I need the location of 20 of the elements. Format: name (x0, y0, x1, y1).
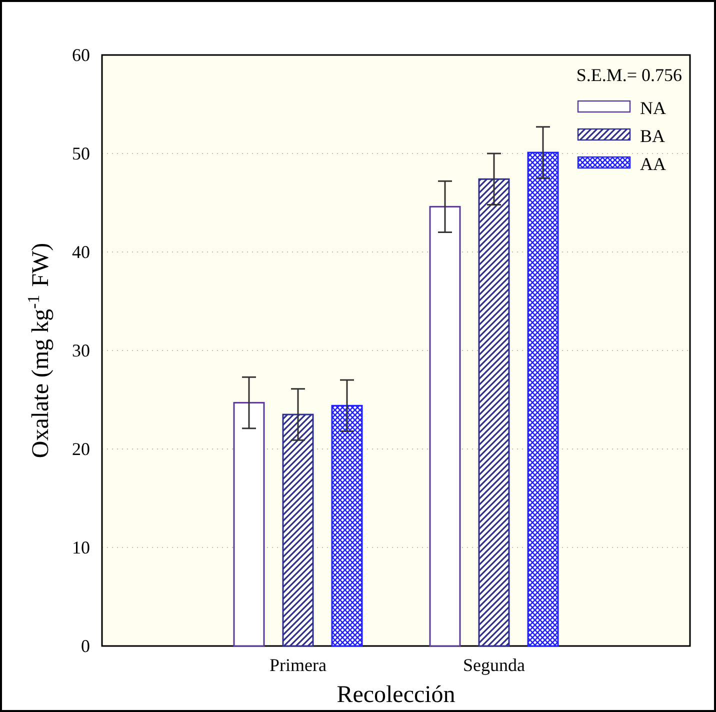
y-tick-label: 20 (72, 438, 90, 459)
y-tick-label: 40 (72, 242, 90, 262)
bar (282, 414, 314, 647)
bar (331, 404, 363, 647)
bar (429, 206, 461, 647)
x-tick-label: Primera (270, 654, 326, 675)
y-tick-label: 50 (72, 143, 90, 164)
bar (233, 402, 265, 647)
y-tick-label: 60 (72, 44, 90, 65)
bar (527, 152, 559, 647)
annotation: S.E.M.= 0.756 (576, 65, 682, 85)
legend-label: BA (640, 126, 666, 146)
x-tick-label: Segunda (463, 654, 525, 675)
legend-label: NA (640, 98, 666, 118)
y-tick-label: 30 (72, 340, 90, 360)
y-tick-label: 0 (81, 636, 90, 656)
y-tick-label: 10 (72, 537, 90, 558)
bar (478, 178, 510, 647)
legend-label: AA (640, 154, 666, 174)
x-axis-title: Recolección (336, 682, 456, 708)
